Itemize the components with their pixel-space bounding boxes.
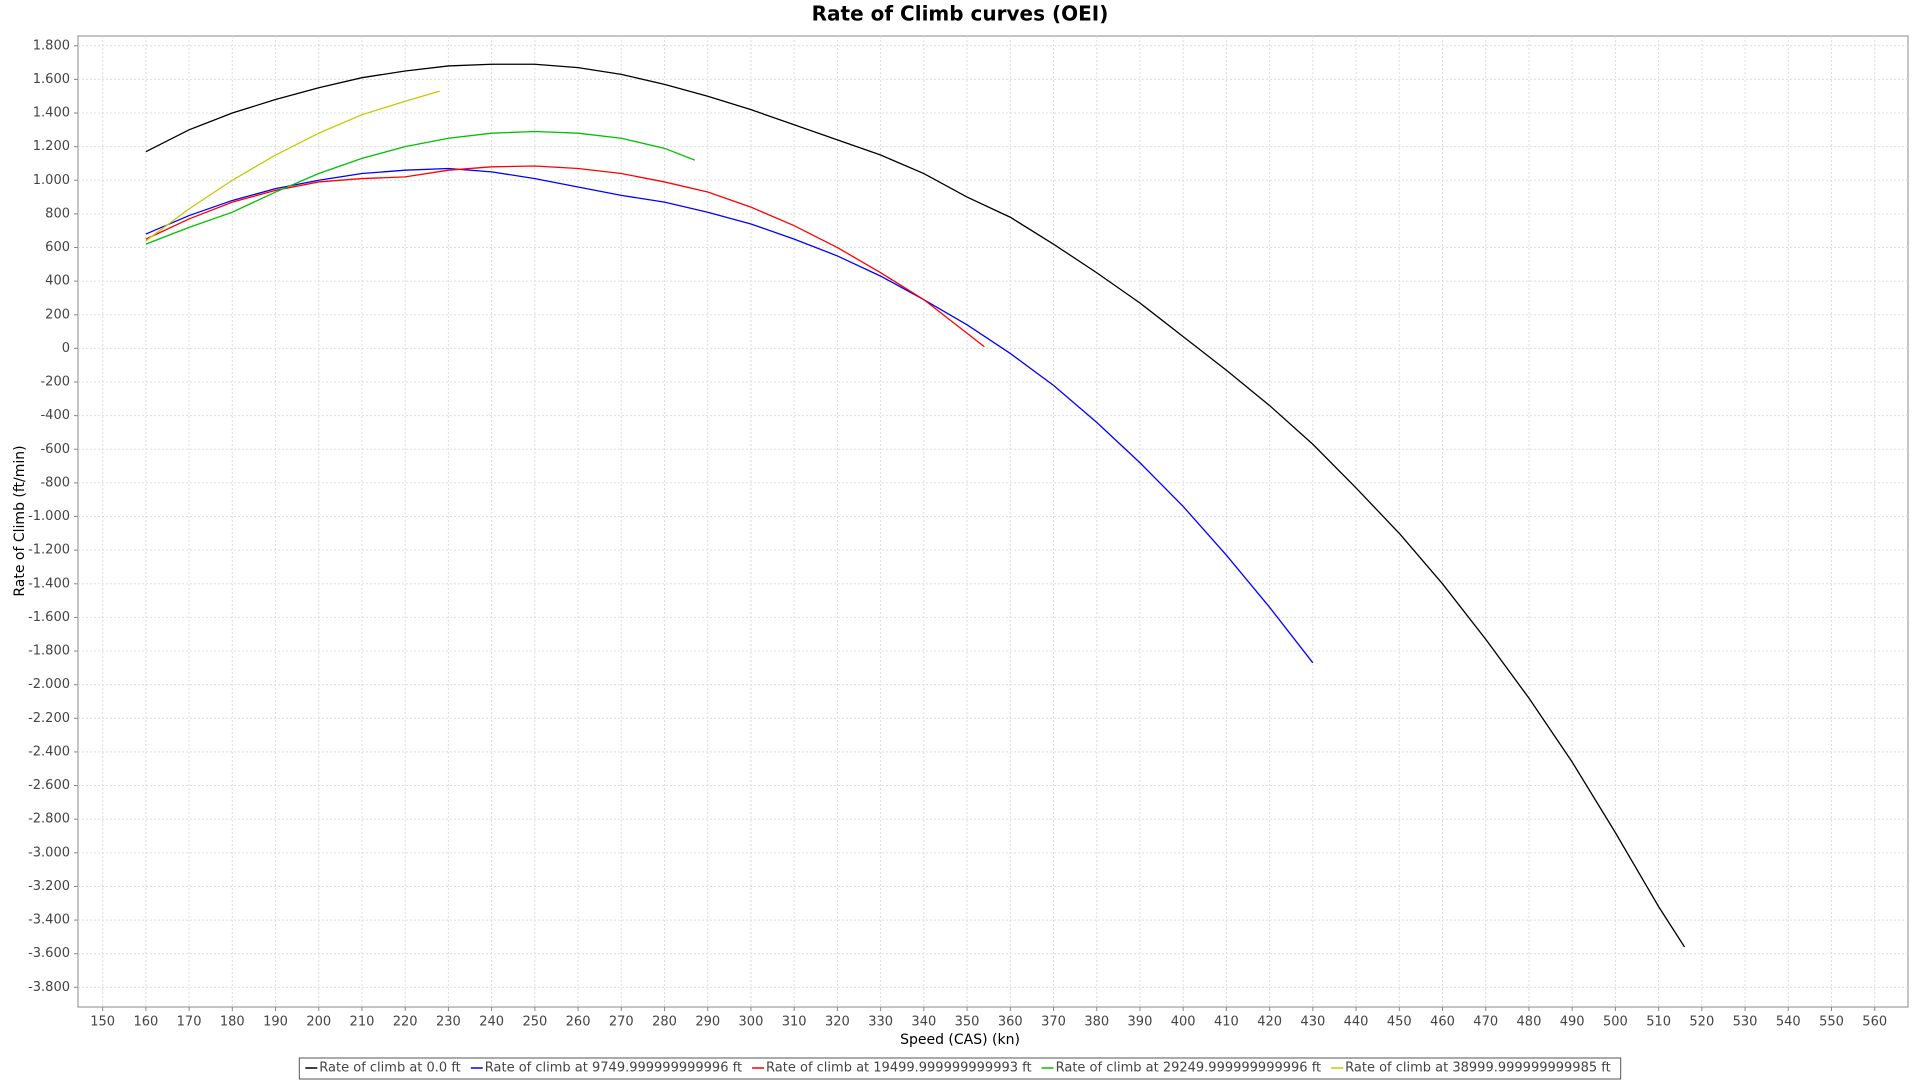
y-tick-label: 1.800 (33, 38, 70, 53)
x-tick-label: 510 (1646, 1015, 1671, 1030)
x-tick-label: 420 (1257, 1015, 1282, 1030)
x-tick-label: 350 (955, 1015, 980, 1030)
x-tick-label: 160 (133, 1015, 158, 1030)
y-tick-label: 1.400 (33, 106, 70, 121)
x-tick-label: 540 (1776, 1015, 1801, 1030)
x-tick-label: 390 (1128, 1015, 1153, 1030)
y-tick-label: 800 (45, 206, 70, 221)
y-tick-label: -2.200 (28, 711, 70, 726)
x-tick-label: 280 (652, 1015, 677, 1030)
x-tick-label: 200 (306, 1015, 331, 1030)
x-tick-label: 220 (393, 1015, 418, 1030)
x-tick-label: 180 (220, 1015, 245, 1030)
x-tick-label: 380 (1084, 1015, 1109, 1030)
x-tick-label: 560 (1862, 1015, 1887, 1030)
x-tick-label: 550 (1819, 1015, 1844, 1030)
chart-title: Rate of Climb curves (OEI) (812, 2, 1109, 26)
x-tick-label: 430 (1300, 1015, 1325, 1030)
x-tick-label: 230 (436, 1015, 461, 1030)
y-tick-label: -1.800 (28, 644, 70, 659)
line-series (145, 165, 985, 348)
x-tick-label: 320 (825, 1015, 850, 1030)
x-tick-label: 490 (1560, 1015, 1585, 1030)
x-tick-label: 520 (1689, 1015, 1714, 1030)
legend-label: Rate of climb at 38999.999999999985 ft (1345, 1061, 1611, 1076)
y-tick-label: -800 (40, 475, 70, 490)
y-tick-label: -1.200 (28, 543, 70, 558)
x-tick-label: 530 (1733, 1015, 1758, 1030)
x-tick-label: 270 (609, 1015, 634, 1030)
y-tick-label: -200 (40, 375, 70, 390)
line-series (145, 63, 1686, 948)
legend-label: Rate of climb at 29249.999999999996 ft (1056, 1061, 1322, 1076)
x-tick-label: 480 (1517, 1015, 1542, 1030)
x-tick-label: 250 (522, 1015, 547, 1030)
y-tick-label: -600 (40, 442, 70, 457)
y-tick-label: -2.400 (28, 744, 70, 759)
x-tick-label: 360 (998, 1015, 1023, 1030)
y-tick-label: 1.200 (33, 139, 70, 154)
y-tick-label: -3.400 (28, 913, 70, 928)
y-tick-label: -3.200 (28, 879, 70, 894)
x-tick-label: 210 (350, 1015, 375, 1030)
x-tick-label: 410 (1214, 1015, 1239, 1030)
y-tick-label: -2.000 (28, 677, 70, 692)
x-tick-label: 470 (1473, 1015, 1498, 1030)
plot-area (77, 35, 1909, 1008)
y-tick-label: -1.400 (28, 576, 70, 591)
x-tick-label: 260 (566, 1015, 591, 1030)
x-tick-label: 340 (911, 1015, 936, 1030)
legend-label: Rate of climb at 19499.999999999993 ft (766, 1061, 1032, 1076)
line-series (145, 130, 696, 245)
y-tick-label: -3.800 (28, 980, 70, 995)
y-tick-label: -3.000 (28, 845, 70, 860)
x-tick-label: 170 (177, 1015, 202, 1030)
y-tick-label: 600 (45, 240, 70, 255)
x-tick-label: 440 (1344, 1015, 1369, 1030)
x-tick-label: 460 (1430, 1015, 1455, 1030)
y-tick-label: 1.600 (33, 72, 70, 87)
x-tick-label: 450 (1387, 1015, 1412, 1030)
y-tick-label: -2.800 (28, 812, 70, 827)
x-tick-label: 290 (695, 1015, 720, 1030)
y-tick-label: -2.600 (28, 778, 70, 793)
line-series (145, 90, 440, 242)
x-tick-label: 310 (782, 1015, 807, 1030)
y-tick-label: -3.600 (28, 946, 70, 961)
x-tick-label: 400 (1171, 1015, 1196, 1030)
x-tick-label: 300 (739, 1015, 764, 1030)
y-tick-label: 1.000 (33, 173, 70, 188)
x-tick-label: 150 (90, 1015, 115, 1030)
x-tick-label: 190 (263, 1015, 288, 1030)
y-tick-label: -1.000 (28, 509, 70, 524)
legend (298, 1057, 1622, 1080)
legend-label: Rate of climb at 0.0 ft (319, 1061, 460, 1076)
x-tick-label: 370 (1041, 1015, 1066, 1030)
line-series (145, 167, 1314, 664)
y-tick-label: -400 (40, 408, 70, 423)
y-axis-title: Rate of Climb (ft/min) (12, 445, 28, 596)
x-tick-label: 500 (1603, 1015, 1628, 1030)
x-tick-label: 240 (479, 1015, 504, 1030)
y-tick-label: -1.600 (28, 610, 70, 625)
x-tick-label: 330 (868, 1015, 893, 1030)
y-tick-label: 200 (45, 307, 70, 322)
y-tick-label: 0 (62, 341, 70, 356)
x-axis-title: Speed (CAS) (kn) (900, 1032, 1020, 1048)
y-tick-label: 400 (45, 274, 70, 289)
legend-label: Rate of climb at 9749.999999999996 ft (485, 1061, 742, 1076)
